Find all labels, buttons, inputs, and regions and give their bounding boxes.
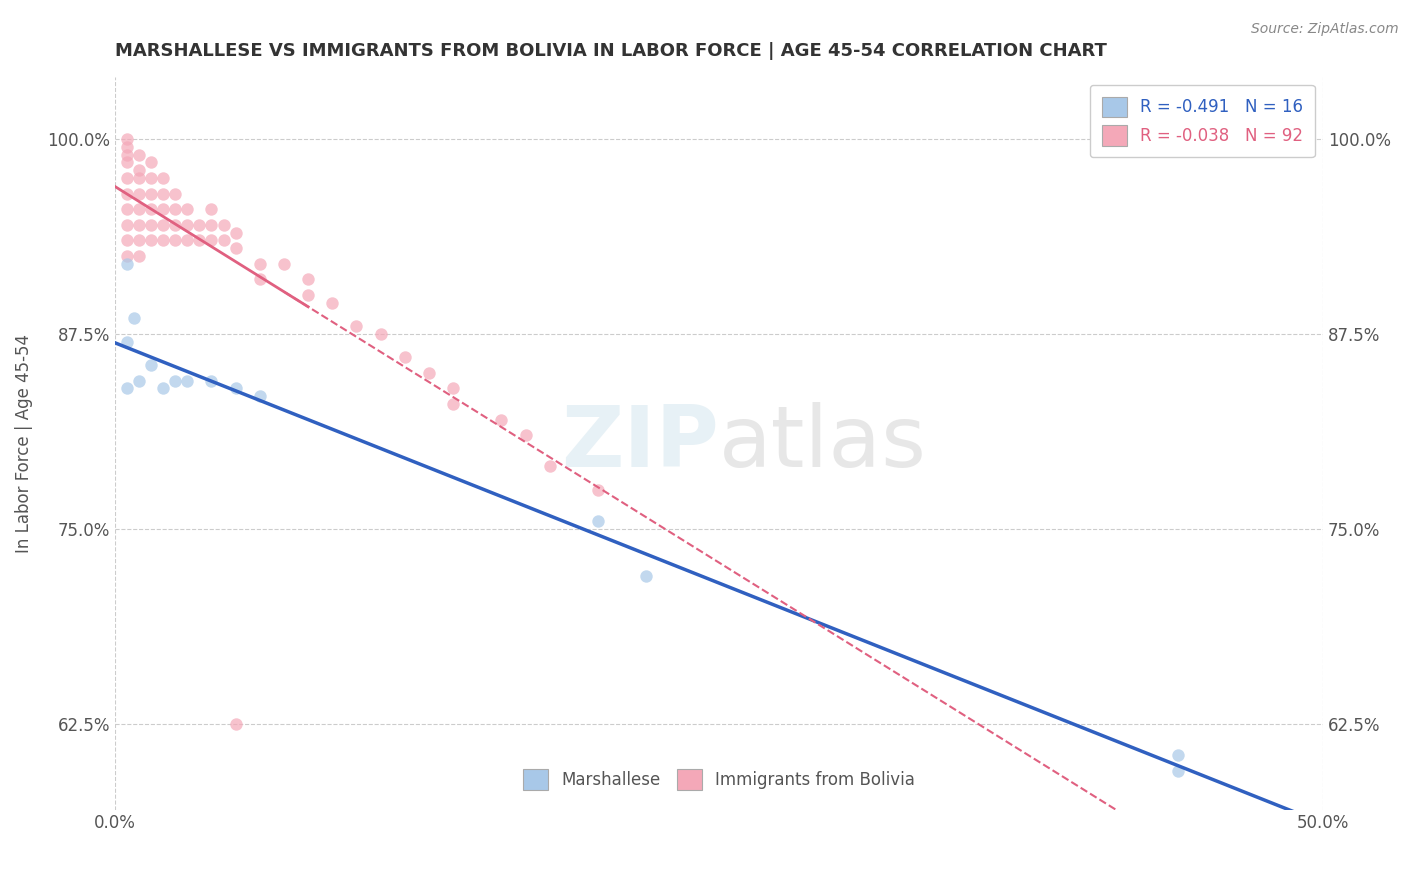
Point: [115, 147, 138, 161]
Point: [188, 233, 211, 247]
Point: [225, 716, 247, 731]
Point: [418, 366, 440, 380]
Point: [139, 218, 162, 232]
Point: [152, 218, 174, 232]
Point: [176, 374, 198, 388]
Point: [128, 186, 150, 201]
Point: [200, 202, 222, 216]
Text: ZIP: ZIP: [561, 401, 718, 484]
Point: [115, 186, 138, 201]
Point: [491, 412, 513, 426]
Point: [176, 218, 198, 232]
Point: [122, 311, 145, 326]
Point: [188, 218, 211, 232]
Point: [212, 233, 235, 247]
Point: [441, 382, 464, 396]
Point: [321, 295, 343, 310]
Point: [200, 233, 222, 247]
Y-axis label: In Labor Force | Age 45-54: In Labor Force | Age 45-54: [15, 334, 32, 552]
Point: [273, 257, 295, 271]
Point: [165, 186, 187, 201]
Text: atlas: atlas: [718, 401, 927, 484]
Point: [225, 382, 247, 396]
Point: [176, 202, 198, 216]
Text: MARSHALLESE VS IMMIGRANTS FROM BOLIVIA IN LABOR FORCE | AGE 45-54 CORRELATION CH: MARSHALLESE VS IMMIGRANTS FROM BOLIVIA I…: [115, 42, 1107, 60]
Text: Source: ZipAtlas.com: Source: ZipAtlas.com: [1251, 22, 1399, 37]
Point: [115, 132, 138, 146]
Point: [115, 155, 138, 169]
Point: [212, 218, 235, 232]
Point: [165, 218, 187, 232]
Point: [115, 334, 138, 349]
Point: [152, 382, 174, 396]
Point: [115, 249, 138, 263]
Point: [115, 171, 138, 186]
Point: [586, 483, 609, 497]
Point: [636, 568, 658, 582]
Point: [370, 326, 392, 341]
Point: [139, 155, 162, 169]
Point: [165, 233, 187, 247]
Point: [139, 202, 162, 216]
Point: [1167, 747, 1189, 762]
Point: [115, 202, 138, 216]
Point: [128, 163, 150, 178]
Point: [538, 459, 561, 474]
Point: [225, 241, 247, 255]
Point: [128, 147, 150, 161]
Legend: Marshallese, Immigrants from Bolivia: Marshallese, Immigrants from Bolivia: [510, 757, 927, 801]
Point: [115, 382, 138, 396]
Point: [128, 249, 150, 263]
Point: [152, 171, 174, 186]
Point: [249, 389, 271, 403]
Point: [139, 358, 162, 372]
Point: [128, 233, 150, 247]
Point: [249, 257, 271, 271]
Point: [165, 374, 187, 388]
Point: [152, 186, 174, 201]
Point: [152, 233, 174, 247]
Point: [249, 272, 271, 286]
Point: [346, 319, 368, 334]
Point: [441, 397, 464, 411]
Point: [115, 257, 138, 271]
Point: [297, 288, 319, 302]
Point: [1167, 764, 1189, 778]
Point: [115, 218, 138, 232]
Point: [225, 226, 247, 240]
Point: [165, 202, 187, 216]
Point: [115, 233, 138, 247]
Point: [128, 171, 150, 186]
Point: [152, 202, 174, 216]
Point: [128, 202, 150, 216]
Point: [200, 374, 222, 388]
Point: [515, 428, 537, 442]
Point: [115, 140, 138, 154]
Point: [128, 218, 150, 232]
Point: [139, 171, 162, 186]
Point: [128, 374, 150, 388]
Point: [139, 233, 162, 247]
Point: [200, 218, 222, 232]
Point: [394, 351, 416, 365]
Point: [176, 233, 198, 247]
Point: [297, 272, 319, 286]
Point: [586, 514, 609, 528]
Point: [139, 186, 162, 201]
